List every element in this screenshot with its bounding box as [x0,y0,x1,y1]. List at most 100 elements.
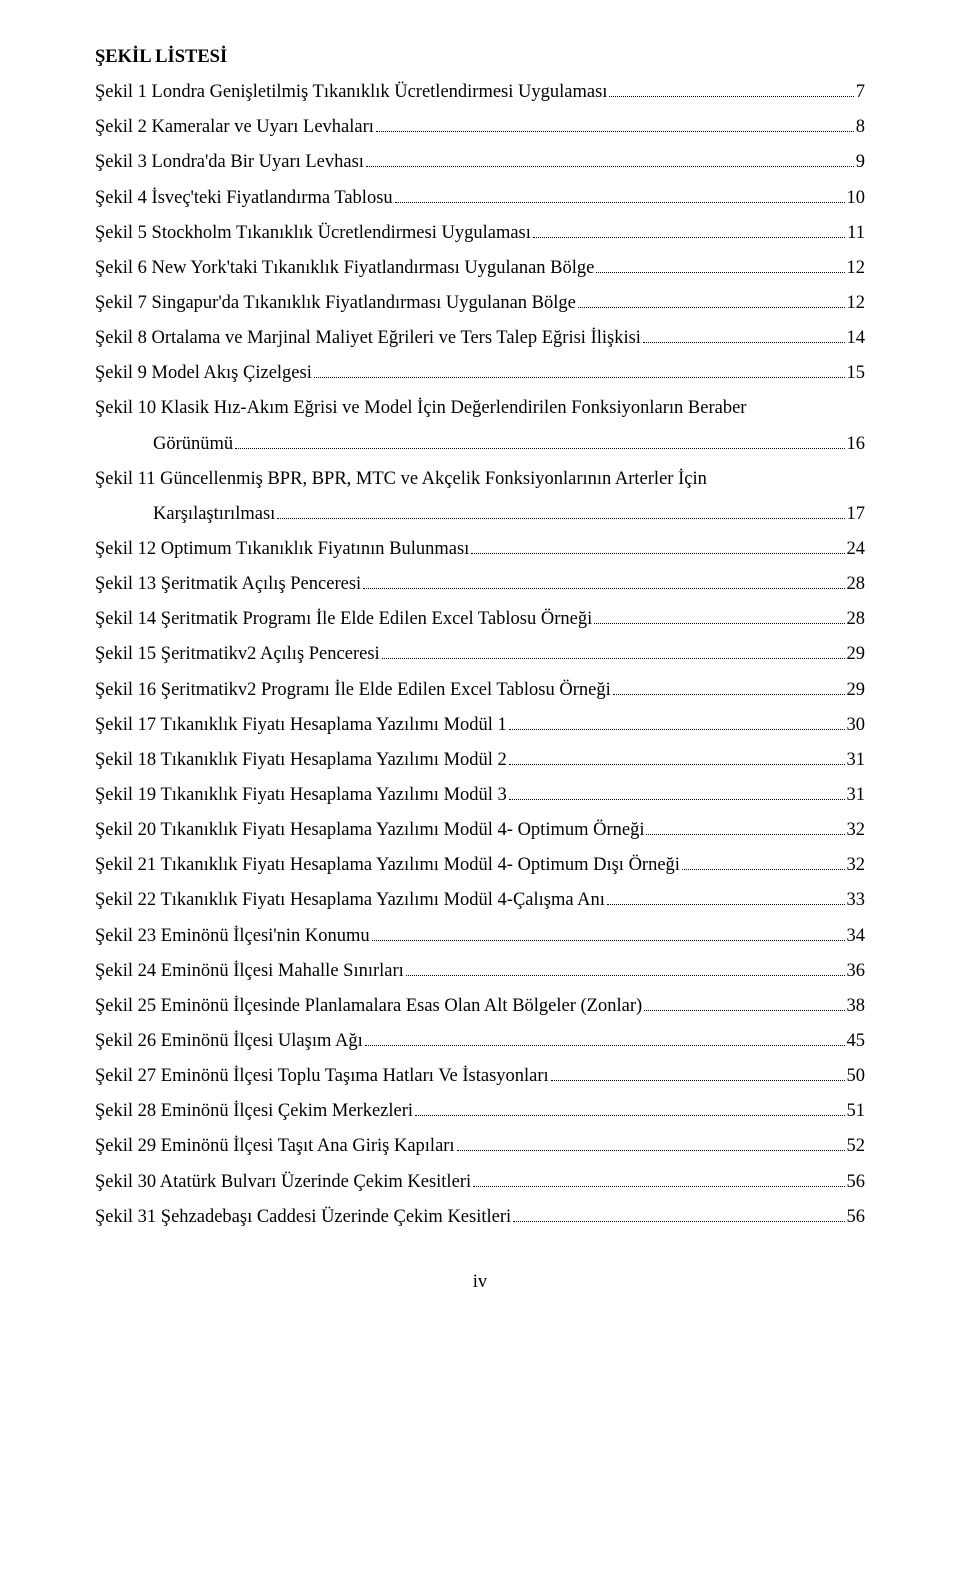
figure-entry: Şekil 29 Eminönü İlçesi Taşıt Ana Giriş … [95,1129,865,1164]
figure-entry-text: Şekil 6 New York'taki Tıkanıklık Fiyatla… [95,251,594,286]
figure-entry: Şekil 9 Model Akış Çizelgesi15 [95,356,865,391]
figure-entry-text: Şekil 14 Şeritmatik Programı İle Elde Ed… [95,602,592,637]
figure-entry-page: 17 [847,497,866,532]
figure-entry-page: 14 [847,321,866,356]
figure-entry-page: 32 [847,813,866,848]
figure-entry-text: Şekil 8 Ortalama ve Marjinal Maliyet Eğr… [95,321,641,356]
figure-entry-text: Şekil 30 Atatürk Bulvarı Üzerinde Çekim … [95,1165,471,1200]
dot-leader [596,258,844,273]
dot-leader [646,820,844,835]
dot-leader [277,504,844,519]
figure-entry-text: Şekil 20 Tıkanıklık Fiyatı Hesaplama Yaz… [95,813,644,848]
figure-entry-text: Karşılaştırılması [153,497,275,532]
figure-entry: Şekil 24 Eminönü İlçesi Mahalle Sınırlar… [95,954,865,989]
figure-entry: Şekil 7 Singapur'da Tıkanıklık Fiyatland… [95,286,865,321]
dot-leader [473,1172,844,1187]
figure-entry-text: Şekil 24 Eminönü İlçesi Mahalle Sınırlar… [95,954,404,989]
figure-entry: Şekil 25 Eminönü İlçesinde Planlamalara … [95,989,865,1024]
figure-entry-page: 24 [847,532,866,567]
dot-leader [613,680,845,695]
figure-entry: Şekil 26 Eminönü İlçesi Ulaşım Ağı 45 [95,1024,865,1059]
figure-entry-text: Şekil 16 Şeritmatikv2 Programı İle Elde … [95,673,611,708]
figure-entry-page: 51 [847,1094,866,1129]
figure-entry-text: Şekil 23 Eminönü İlçesi'nin Konumu [95,919,370,954]
figure-entry-text: Şekil 10 Klasik Hız-Akım Eğrisi ve Model… [95,391,746,426]
figure-entry-text: Şekil 26 Eminönü İlçesi Ulaşım Ağı [95,1024,363,1059]
figure-entry-text: Şekil 18 Tıkanıklık Fiyatı Hesaplama Yaz… [95,743,507,778]
dot-leader [609,82,853,97]
figure-entry: Şekil 14 Şeritmatik Programı İle Elde Ed… [95,602,865,637]
figure-entry: Şekil 6 New York'taki Tıkanıklık Fiyatla… [95,251,865,286]
figure-entry: Şekil 18 Tıkanıklık Fiyatı Hesaplama Yaz… [95,743,865,778]
figure-entry: Şekil 11 Güncellenmiş BPR, BPR, MTC ve A… [95,462,865,497]
figure-entry-text: Şekil 4 İsveç'teki Fiyatlandırma Tablosu [95,181,393,216]
dot-leader [509,750,845,765]
dot-leader [235,434,844,449]
figure-entry-page: 16 [847,427,866,462]
figure-entry-text: Şekil 27 Eminönü İlçesi Toplu Taşıma Hat… [95,1059,549,1094]
figure-entry-page: 56 [847,1200,866,1235]
figure-entry: Şekil 15 Şeritmatikv2 Açılış Penceresi 29 [95,637,865,672]
dot-leader [314,363,845,378]
figure-entry-page: 29 [847,637,866,672]
figure-entry: Şekil 23 Eminönü İlçesi'nin Konumu 34 [95,919,865,954]
dot-leader [533,223,845,238]
figure-entry-page: 45 [847,1024,866,1059]
figure-entry-page: 7 [856,75,865,110]
figure-entry-page: 12 [847,251,866,286]
figure-entry-page: 10 [847,181,866,216]
dot-leader [376,117,854,132]
figure-entry-page: 31 [847,778,866,813]
figure-entry-page: 30 [847,708,866,743]
figure-entry-text: Şekil 11 Güncellenmiş BPR, BPR, MTC ve A… [95,462,707,497]
figure-entry-text: Şekil 1 Londra Genişletilmiş Tıkanıklık … [95,75,607,110]
dot-leader [509,715,845,730]
figure-entry-text: Şekil 15 Şeritmatikv2 Açılış Penceresi [95,637,380,672]
figure-entry-text: Şekil 13 Şeritmatik Açılış Penceresi [95,567,361,602]
figure-entry: Şekil 16 Şeritmatikv2 Programı İle Elde … [95,673,865,708]
list-title: ŞEKİL LİSTESİ [95,40,865,75]
figure-entry: Şekil 28 Eminönü İlçesi Çekim Merkezleri… [95,1094,865,1129]
figure-entry-page: 33 [847,883,866,918]
dot-leader [594,609,844,624]
figure-entry-page: 56 [847,1165,866,1200]
figure-entry-page: 12 [847,286,866,321]
figure-entry-page: 36 [847,954,866,989]
figure-entry-continuation: Karşılaştırılması 17 [95,497,865,532]
figure-entry-text: Şekil 17 Tıkanıklık Fiyatı Hesaplama Yaz… [95,708,507,743]
dot-leader [415,1101,844,1116]
figure-entry: Şekil 4 İsveç'teki Fiyatlandırma Tablosu… [95,181,865,216]
figure-entry-text: Şekil 9 Model Akış Çizelgesi [95,356,312,391]
dot-leader [372,926,845,941]
figure-entry-page: 50 [847,1059,866,1094]
figure-entry: Şekil 27 Eminönü İlçesi Toplu Taşıma Hat… [95,1059,865,1094]
figure-entry-text: Şekil 7 Singapur'da Tıkanıklık Fiyatland… [95,286,576,321]
figure-entry: Şekil 1 Londra Genişletilmiş Tıkanıklık … [95,75,865,110]
dot-leader [366,153,854,168]
figure-entry: Şekil 5 Stockholm Tıkanıklık Ücretlendir… [95,216,865,251]
figure-entry: Şekil 21 Tıkanıklık Fiyatı Hesaplama Yaz… [95,848,865,883]
figure-entry: Şekil 3 Londra'da Bir Uyarı Levhası9 [95,145,865,180]
figure-entry-text: Şekil 29 Eminönü İlçesi Taşıt Ana Giriş … [95,1129,455,1164]
figure-entry-page: 38 [847,989,866,1024]
figure-entry-text: Görünümü [153,427,233,462]
figure-entry-text: Şekil 22 Tıkanıklık Fiyatı Hesaplama Yaz… [95,883,605,918]
figure-entry-text: Şekil 21 Tıkanıklık Fiyatı Hesaplama Yaz… [95,848,680,883]
figure-entry-page: 32 [847,848,866,883]
page-number: iv [95,1265,865,1300]
dot-leader [509,785,845,800]
figure-entry-page: 28 [847,567,866,602]
figure-entry: Şekil 22 Tıkanıklık Fiyatı Hesaplama Yaz… [95,883,865,918]
figure-entry-page: 34 [847,919,866,954]
dot-leader [643,328,845,343]
figure-entry-page: 9 [856,145,865,180]
figure-entry-text: Şekil 5 Stockholm Tıkanıklık Ücretlendir… [95,216,531,251]
dot-leader [578,293,845,308]
dot-leader [365,1031,845,1046]
dot-leader [644,996,844,1011]
figure-entry: Şekil 8 Ortalama ve Marjinal Maliyet Eğr… [95,321,865,356]
figure-entry: Şekil 31 Şehzadebaşı Caddesi Üzerinde Çe… [95,1200,865,1235]
figure-entry: Şekil 2 Kameralar ve Uyarı Levhaları8 [95,110,865,145]
figure-entry-page: 11 [847,216,865,251]
dot-leader [513,1207,844,1222]
